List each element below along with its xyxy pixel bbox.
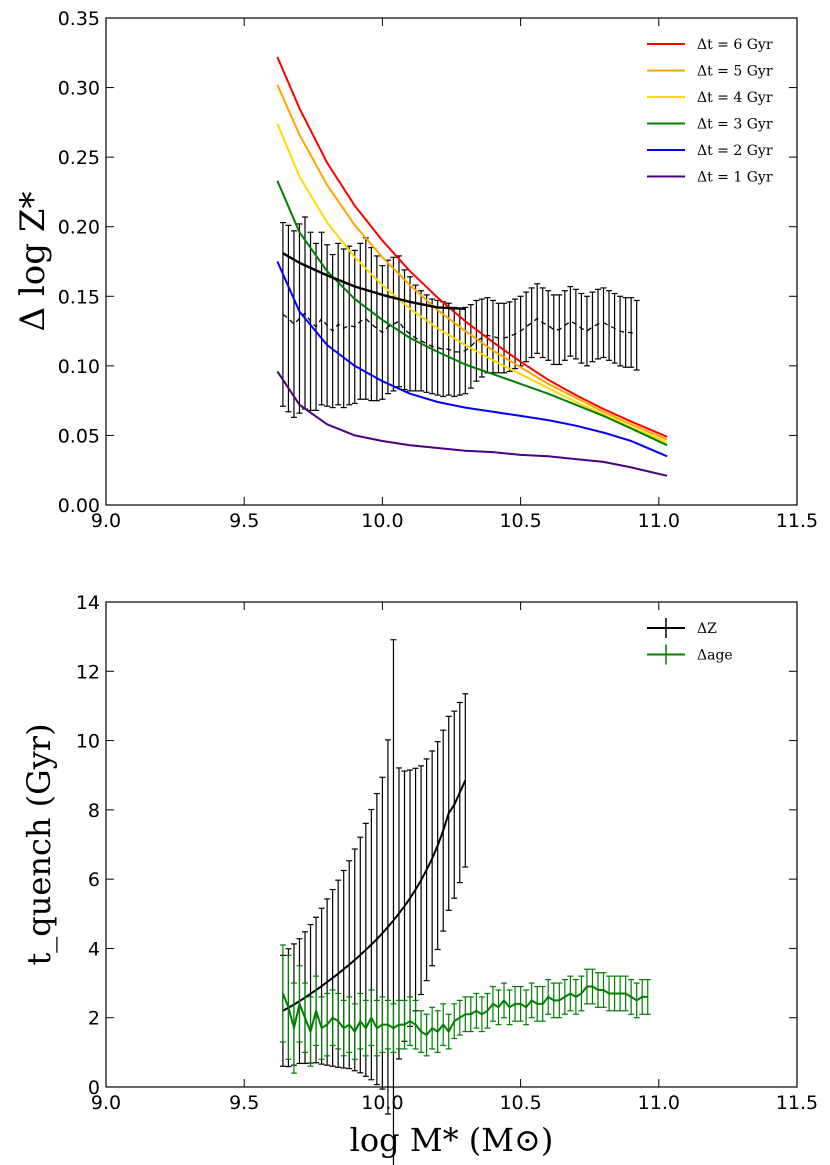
bottom-y-axis-label: t_quench (Gyr): [20, 723, 58, 965]
bottom-panel: 9.0 9.5 10.0 10.5 11.0 11.5 0 2 4 6 8 10 12 14 ΔZ Δage t…: [20, 592, 818, 1165]
top-series-line-t-5-gyr: [276, 84, 668, 441]
top-legend-label-t-5-gyr: Δt = 5 Gyr: [697, 64, 773, 80]
top-x-tick-label-10-5: 10.5: [499, 510, 541, 532]
bottom-y-tick-label-10: 10: [76, 731, 100, 753]
bottom-x-tick-label-11-5: 11.5: [776, 1092, 818, 1114]
bottom-y-tick-label-2: 2: [88, 1008, 100, 1030]
top-legend-label-t-2-gyr: Δt = 2 Gyr: [697, 143, 773, 159]
bottom-x-tick-label-11-0: 11.0: [638, 1092, 680, 1114]
top-legend-label-t-4-gyr: Δt = 4 Gyr: [697, 90, 773, 106]
bottom-x-axis-label: log M* (M⊙): [350, 1121, 554, 1159]
bottom-y-tick-label-14: 14: [76, 592, 100, 614]
top-y-axis-label: Δ log Z*: [13, 192, 53, 332]
bottom-x-tick-label-9-0: 9.0: [91, 1092, 121, 1114]
top-y-tick-label-0-10: 0.10: [58, 356, 100, 378]
top-x-tick-label-11-5: 11.5: [776, 510, 818, 532]
bottom-y-tick-label-6: 6: [88, 869, 100, 891]
top-series-line-t-3-gyr: [276, 180, 668, 447]
bottom-x-tick-label-10-5: 10.5: [499, 1092, 541, 1114]
top-series-line-t-2-gyr: [276, 261, 668, 458]
bottom-y-tick-label-4: 4: [88, 938, 100, 960]
top-panel: 9.0 9.5 10.0 10.5 11.0 11.5 0.00 0.05 0.10 0.15 0.…: [13, 8, 818, 532]
top-x-tick-label-9-5: 9.5: [229, 510, 259, 532]
top-y-tick-label-0-25: 0.25: [58, 147, 100, 169]
top-series-line-t-4-gyr: [276, 123, 668, 444]
top-x-tick-label-9-0: 9.0: [91, 510, 121, 532]
top-legend-label-t-3-gyr: Δt = 3 Gyr: [697, 117, 773, 133]
top-y-tick-label-0-15: 0.15: [58, 286, 100, 308]
bottom-series-line-age: [281, 985, 648, 1036]
top-fit-line: [282, 252, 466, 310]
top-series-line-t-1-gyr: [276, 370, 668, 477]
bottom-x-tick-label-10-0: 10.0: [361, 1092, 403, 1114]
top-y-tick-label-0-20: 0.20: [58, 217, 100, 239]
top-x-tick-label-11-0: 11.0: [638, 510, 680, 532]
bottom-y-tick-label-0: 0: [88, 1077, 100, 1099]
top-y-tick-label-0-05: 0.05: [58, 425, 100, 447]
bottom-axes-frame: [105, 601, 798, 1088]
top-y-tick-label-0-30: 0.30: [58, 78, 100, 100]
bottom-legend-label-z: ΔZ: [697, 621, 717, 637]
top-legend-label-t-6-gyr: Δt = 6 Gyr: [697, 37, 773, 53]
bottom-x-tick-label-9-5: 9.5: [229, 1092, 259, 1114]
bottom-series-line-z: [282, 779, 467, 1012]
top-series-line-t-6-gyr: [276, 56, 668, 438]
bottom-y-tick-label-8: 8: [88, 800, 100, 822]
top-legend-label-t-1-gyr: Δt = 1 Gyr: [697, 170, 773, 186]
top-y-tick-label-0-35: 0.35: [58, 8, 100, 30]
bottom-y-tick-label-12: 12: [76, 661, 100, 683]
top-y-tick-label-0-00: 0.00: [58, 495, 100, 517]
top-axes-frame: [105, 17, 798, 506]
top-x-tick-label-10-0: 10.0: [361, 510, 403, 532]
bottom-legend-label-age: Δage: [697, 648, 733, 664]
